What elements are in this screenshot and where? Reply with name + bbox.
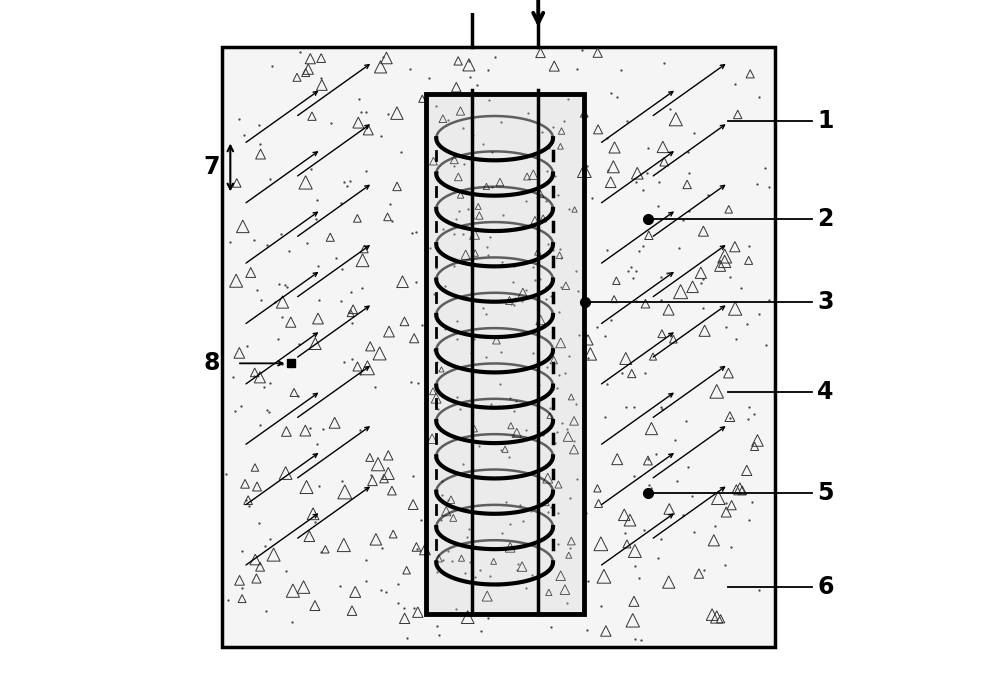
Bar (426, 94, 584, 614)
Text: 1: 1 (817, 109, 834, 133)
Bar (222, 47, 775, 647)
Text: 3: 3 (817, 289, 834, 314)
Text: 6: 6 (817, 575, 834, 598)
Text: 4: 4 (817, 380, 834, 404)
Text: 8: 8 (204, 352, 220, 376)
Text: 2: 2 (817, 207, 834, 231)
Text: 7: 7 (204, 155, 220, 179)
Text: 5: 5 (817, 481, 834, 505)
Bar (426, 94, 584, 614)
